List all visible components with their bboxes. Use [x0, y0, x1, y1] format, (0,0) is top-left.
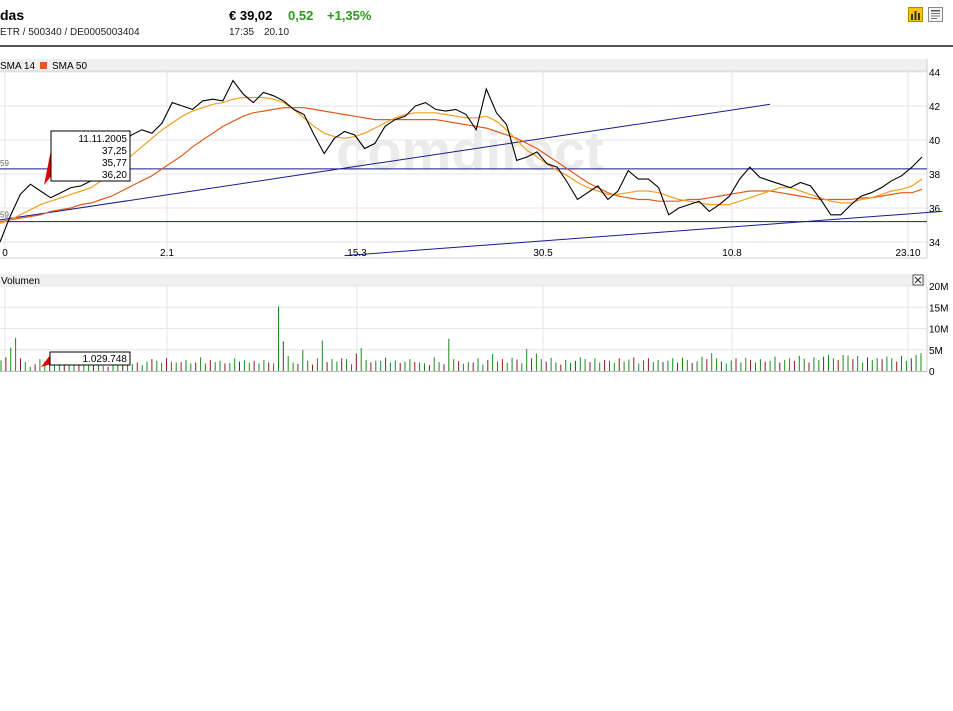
price-line — [0, 79, 923, 243]
trendlines — [0, 103, 943, 257]
date-tick-label: 10.8 — [722, 248, 742, 259]
price-tick-label: 34 — [929, 238, 941, 249]
quote-time: 17:35 — [229, 27, 255, 38]
bar-chart-icon[interactable] — [908, 7, 923, 22]
volume-tooltip-value: 1.029.748 — [83, 354, 128, 365]
last-price: € 39,02 — [229, 8, 273, 23]
trendline — [0, 103, 771, 221]
tooltip-close: 37,25 — [102, 146, 127, 157]
legend-swatch — [40, 62, 47, 69]
price-tick-label: 44 — [929, 68, 941, 79]
volume-tick-label: 5M — [929, 346, 943, 357]
date-tick-label: 2.1 — [160, 248, 174, 259]
legend-bar — [0, 59, 927, 71]
date-tick-label: 0 — [2, 248, 8, 259]
price-tick-label: 38 — [929, 170, 941, 181]
volume-tooltip-pointer — [41, 354, 51, 367]
tooltip-date: 11.11.2005 — [78, 134, 127, 145]
price-change: 0,52 — [288, 8, 314, 23]
volume-label: Volumen — [1, 276, 40, 287]
sma14-line — [0, 96, 923, 224]
legend-label: SMA 50 — [52, 61, 87, 72]
price-tick-label: 42 — [929, 102, 941, 113]
price-tick-label: 36 — [929, 204, 941, 215]
volume-tooltip: 1.029.748 — [41, 351, 131, 367]
news-icon[interactable] — [928, 7, 943, 22]
left-marker: 59 — [0, 159, 9, 168]
date-axis: 0 2.1 15.3 30.5 10.8 23.10 — [2, 248, 921, 259]
price-axis: 34 36 38 40 42 44 — [929, 68, 941, 249]
price-change-percent: +1,35% — [327, 8, 372, 23]
tooltip-sma50: 36,20 — [102, 170, 127, 181]
legend-label: SMA 14 — [0, 61, 35, 72]
price-tooltip: 11.11.2005 37,25 35,77 36,20 — [44, 130, 131, 185]
stock-identifiers: ETR / 500340 / DE0005003404 — [0, 27, 140, 38]
date-tick-label: 23.10 — [895, 248, 920, 259]
left-markers: 59 59 — [0, 159, 9, 220]
watermark: comdirect — [336, 119, 604, 182]
quote-date: 20.10 — [264, 27, 290, 38]
price-series — [0, 79, 923, 243]
price-grid — [0, 71, 927, 258]
trendline — [344, 210, 943, 257]
tooltip-box — [50, 130, 131, 182]
volume-axis: 20M 15M 10M 5M 0 — [929, 282, 948, 378]
volume-close-icon[interactable] — [912, 274, 924, 286]
date-tick-label: 15.3 — [347, 248, 367, 259]
volume-tick-label: 10M — [929, 325, 948, 336]
volume-tick-label: 20M — [929, 282, 948, 293]
volume-tooltip-box — [49, 351, 131, 366]
volume-tick-label: 15M — [929, 303, 948, 314]
volume-label-bar — [0, 274, 927, 286]
support-levels — [0, 168, 927, 223]
price-tick-label: 40 — [929, 136, 941, 147]
legend: SMA 14 SMA 50 — [0, 61, 87, 72]
header-divider — [0, 45, 953, 47]
volume-tick-label: 0 — [929, 367, 935, 378]
left-marker: 59 — [0, 211, 9, 220]
volume-bars — [0, 306, 922, 371]
tooltip-pointer — [44, 145, 52, 185]
volume-grid — [0, 285, 927, 371]
date-tick-label: 30.5 — [533, 248, 553, 259]
stock-name: das — [0, 7, 25, 23]
tooltip-sma14: 35,77 — [102, 158, 127, 169]
